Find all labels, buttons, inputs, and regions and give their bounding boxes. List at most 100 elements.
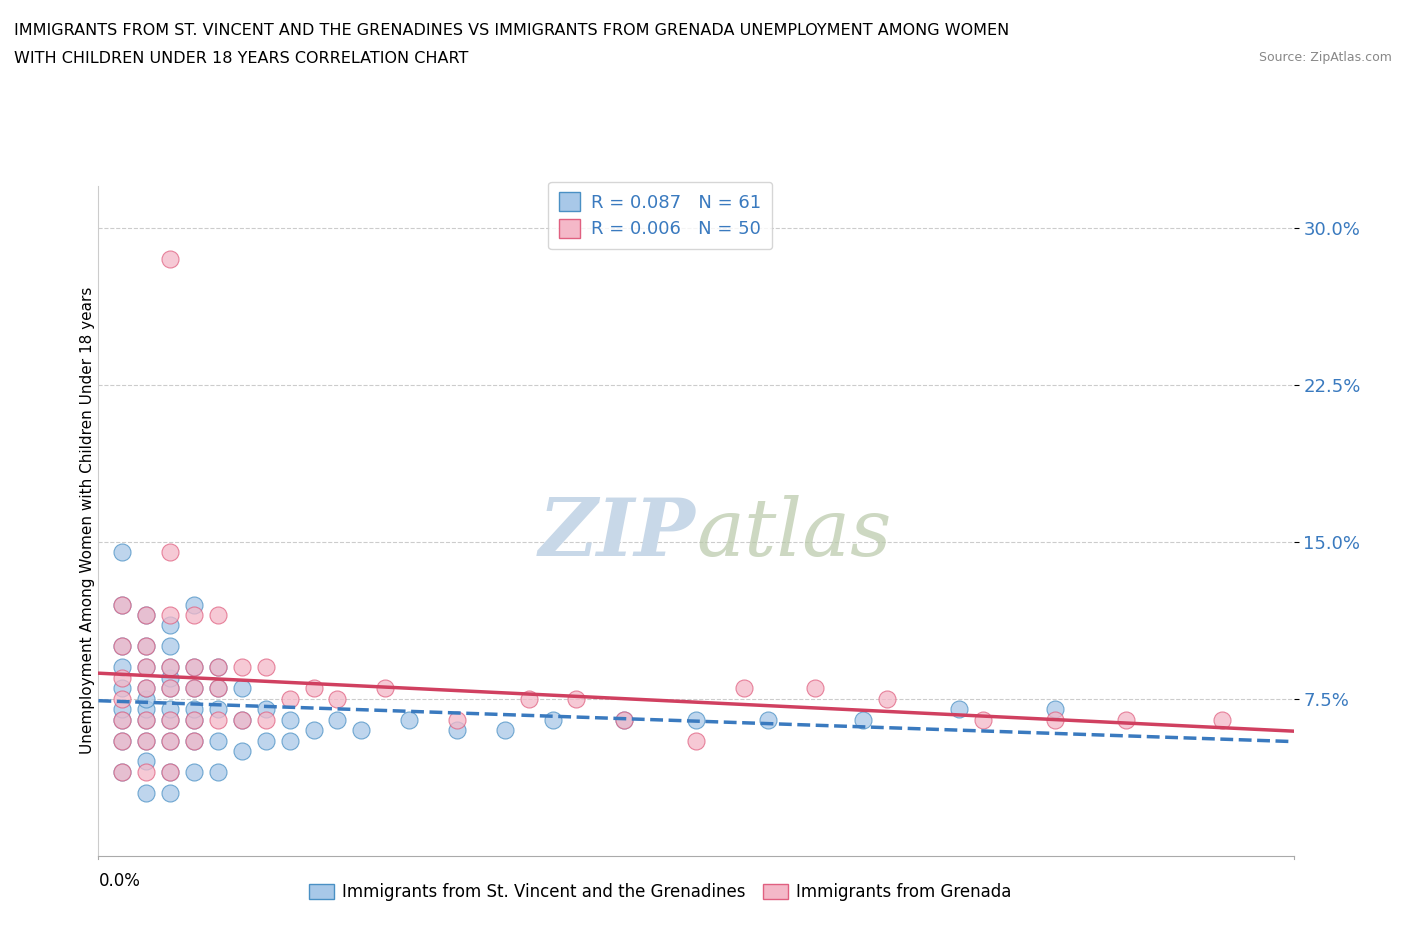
Text: atlas: atlas (696, 496, 891, 573)
Text: WITH CHILDREN UNDER 18 YEARS CORRELATION CHART: WITH CHILDREN UNDER 18 YEARS CORRELATION… (14, 51, 468, 66)
Point (254, 712, 277, 727)
Point (159, 712, 181, 727)
Point (159, 252, 181, 267)
Point (111, 701, 134, 716)
Point (183, 607, 205, 622)
Point (183, 764, 205, 779)
Point (254, 733, 277, 748)
Point (135, 764, 157, 779)
Point (135, 660, 157, 675)
Point (183, 701, 205, 716)
Point (159, 764, 181, 779)
Point (111, 681, 134, 696)
Point (135, 639, 157, 654)
Point (135, 607, 157, 622)
Point (398, 712, 420, 727)
Point (111, 764, 134, 779)
Text: IMMIGRANTS FROM ST. VINCENT AND THE GRENADINES VS IMMIGRANTS FROM GRENADA UNEMPL: IMMIGRANTS FROM ST. VINCENT AND THE GREN… (14, 23, 1010, 38)
Point (159, 733, 181, 748)
Point (159, 681, 181, 696)
Point (111, 733, 134, 748)
Point (302, 681, 325, 696)
Point (159, 681, 181, 696)
Point (183, 660, 205, 675)
Point (183, 733, 205, 748)
Point (135, 607, 157, 622)
Point (111, 639, 134, 654)
Point (948, 701, 970, 716)
Point (302, 723, 325, 737)
Point (159, 660, 181, 675)
Point (207, 681, 229, 696)
Text: 0.0%: 0.0% (98, 872, 141, 890)
Point (207, 607, 229, 622)
Point (685, 733, 707, 748)
Point (135, 701, 157, 716)
Point (135, 754, 157, 769)
Point (613, 712, 636, 727)
Point (207, 764, 229, 779)
Point (183, 681, 205, 696)
Point (446, 723, 468, 737)
Point (207, 681, 229, 696)
Point (517, 691, 540, 706)
Point (183, 733, 205, 748)
Point (326, 691, 349, 706)
Point (183, 597, 205, 612)
Point (685, 712, 707, 727)
Point (111, 545, 134, 560)
Point (374, 681, 396, 696)
Point (135, 639, 157, 654)
Point (135, 691, 157, 706)
Point (207, 660, 229, 675)
Point (159, 639, 181, 654)
Point (541, 712, 564, 727)
Point (111, 639, 134, 654)
Point (135, 681, 157, 696)
Point (111, 671, 134, 685)
Point (231, 660, 253, 675)
Point (183, 712, 205, 727)
Point (111, 691, 134, 706)
Point (111, 712, 134, 727)
Point (852, 712, 875, 727)
Point (159, 545, 181, 560)
Point (135, 785, 157, 800)
Point (135, 681, 157, 696)
Point (231, 681, 253, 696)
Point (111, 764, 134, 779)
Y-axis label: Unemployment Among Women with Children Under 18 years: Unemployment Among Women with Children U… (80, 287, 94, 754)
Point (183, 712, 205, 727)
Point (111, 597, 134, 612)
Point (254, 701, 277, 716)
Point (159, 785, 181, 800)
Point (135, 733, 157, 748)
Point (350, 723, 373, 737)
Point (159, 733, 181, 748)
Point (159, 712, 181, 727)
Point (207, 733, 229, 748)
Point (565, 691, 588, 706)
Point (159, 618, 181, 633)
Point (326, 712, 349, 727)
Point (1043, 701, 1066, 716)
Point (159, 701, 181, 716)
Point (1211, 712, 1233, 727)
Point (135, 733, 157, 748)
Point (231, 712, 253, 727)
Point (804, 681, 827, 696)
Text: ZIP: ZIP (538, 496, 696, 573)
Point (111, 733, 134, 748)
Legend: Immigrants from St. Vincent and the Grenadines, Immigrants from Grenada: Immigrants from St. Vincent and the Gren… (302, 876, 1018, 908)
Point (1043, 712, 1066, 727)
Point (135, 712, 157, 727)
Point (159, 660, 181, 675)
Point (733, 681, 755, 696)
Point (254, 660, 277, 675)
Point (972, 712, 994, 727)
Point (1115, 712, 1137, 727)
Point (183, 681, 205, 696)
Point (231, 744, 253, 759)
Point (207, 660, 229, 675)
Point (613, 712, 636, 727)
